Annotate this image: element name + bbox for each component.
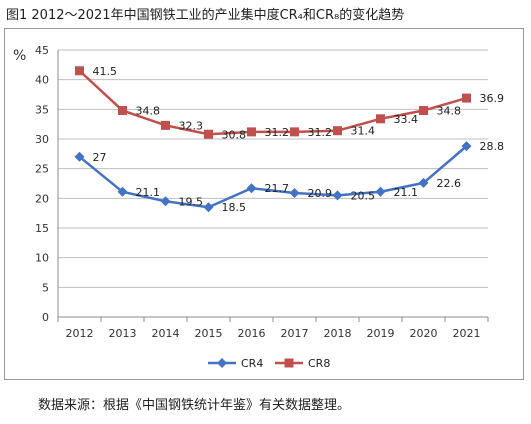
data-point-cr4 — [375, 186, 386, 197]
data-point-cr8 — [419, 106, 428, 116]
data-label-cr4: 20.9 — [308, 187, 333, 200]
data-point-cr4 — [418, 177, 429, 188]
data-label-cr4: 22.6 — [437, 177, 462, 190]
y-tick-label: 5 — [42, 281, 49, 294]
legend-label: CR8 — [308, 357, 330, 370]
x-tick-label: 2015 — [195, 327, 223, 340]
data-label-cr8: 36.9 — [480, 92, 505, 105]
y-axis-label: % — [13, 48, 26, 64]
data-point-cr4 — [74, 151, 85, 162]
data-point-cr4 — [160, 196, 171, 207]
data-point-cr4 — [289, 187, 300, 198]
data-point-cr4 — [332, 190, 343, 201]
data-point-cr8 — [290, 127, 299, 137]
data-point-cr8 — [284, 358, 294, 368]
x-tick-label: 2018 — [324, 327, 352, 340]
source-note: 数据来源：根据《中国钢铁统计年鉴》有关数据整理。 — [38, 398, 351, 413]
data-label-cr8: 31.2 — [265, 126, 290, 139]
data-label-cr8: 30.8 — [222, 128, 247, 141]
y-tick-label: 35 — [35, 103, 49, 116]
data-label-cr4: 27 — [93, 151, 107, 164]
chart-frame: 0 5 10 15 20 25 30 35 40 45 2012 2013 2014 2015 2016 20… — [4, 28, 524, 380]
data-label-cr8: 32.3 — [179, 119, 204, 132]
data-label-cr8: 31.4 — [351, 125, 376, 138]
data-label-cr4: 20.5 — [351, 189, 376, 202]
data-label-cr4: 19.5 — [179, 195, 204, 208]
data-point-cr8 — [161, 120, 170, 130]
data-label-cr4: 28.8 — [480, 140, 505, 153]
y-tick-label: 20 — [35, 192, 49, 205]
x-tick-label: 2017 — [281, 327, 309, 340]
data-point-cr8 — [118, 106, 127, 116]
data-label-cr8: 34.8 — [136, 105, 161, 118]
series-line-cr8 — [78, 69, 467, 136]
data-point-cr8 — [75, 66, 84, 76]
data-label-cr8: 31.2 — [308, 126, 333, 139]
x-tick-label: 2016 — [238, 327, 266, 340]
x-tick-label: 2014 — [152, 327, 180, 340]
x-tick-label: 2020 — [410, 327, 438, 340]
data-point-cr8 — [376, 114, 385, 124]
data-point-cr8 — [247, 127, 256, 137]
legend-item-cr8: CR8 — [275, 357, 330, 370]
y-tick-label: 0 — [42, 311, 49, 324]
data-point-cr4 — [217, 358, 227, 368]
data-point-cr8 — [204, 129, 213, 139]
series-cr4: 27 21.1 19.5 18.5 21.7 20.9 20.5 21.1 22.6 28.8 — [74, 140, 505, 214]
data-label-cr4: 21.1 — [394, 186, 419, 199]
data-label-cr8: 34.8 — [437, 105, 462, 118]
y-tick-label: 10 — [35, 252, 49, 265]
data-label-cr8: 33.4 — [394, 113, 419, 126]
data-point-cr4 — [203, 202, 214, 213]
y-tick-label: 15 — [35, 222, 49, 235]
y-tick-label: 40 — [35, 74, 49, 87]
data-point-cr8 — [333, 126, 342, 136]
series-line-cr4 — [78, 145, 468, 209]
legend-item-cr4: CR4 — [208, 357, 263, 370]
data-point-cr4 — [461, 141, 472, 152]
figure-title: 图1 2012～2021年中国钢铁工业的产业集中度CR₄和CR₈的变化趋势 — [6, 8, 405, 23]
legend: CR4 CR8 — [208, 357, 330, 370]
series-cr8: 41.5 34.8 32.3 30.8 31.2 31.2 31.4 33.4 34.8 36.9 — [75, 65, 504, 141]
x-tick-label: 2013 — [109, 327, 137, 340]
y-tick-label: 25 — [35, 163, 49, 176]
data-label-cr4: 18.5 — [222, 201, 247, 214]
data-point-cr8 — [462, 93, 471, 103]
data-label-cr8: 41.5 — [93, 65, 118, 78]
data-point-cr4 — [117, 186, 128, 197]
data-label-cr4: 21.1 — [136, 186, 161, 199]
y-tick-label: 30 — [35, 133, 49, 146]
data-point-cr4 — [246, 183, 257, 194]
legend-label: CR4 — [241, 357, 263, 370]
data-label-cr4: 21.7 — [265, 182, 290, 195]
x-tick-label: 2021 — [453, 327, 481, 340]
x-tick-label: 2012 — [66, 327, 94, 340]
line-chart: 0 5 10 15 20 25 30 35 40 45 2012 2013 2014 2015 2016 20… — [13, 44, 505, 370]
x-tick-label: 2019 — [367, 327, 395, 340]
y-tick-label: 45 — [35, 44, 49, 57]
